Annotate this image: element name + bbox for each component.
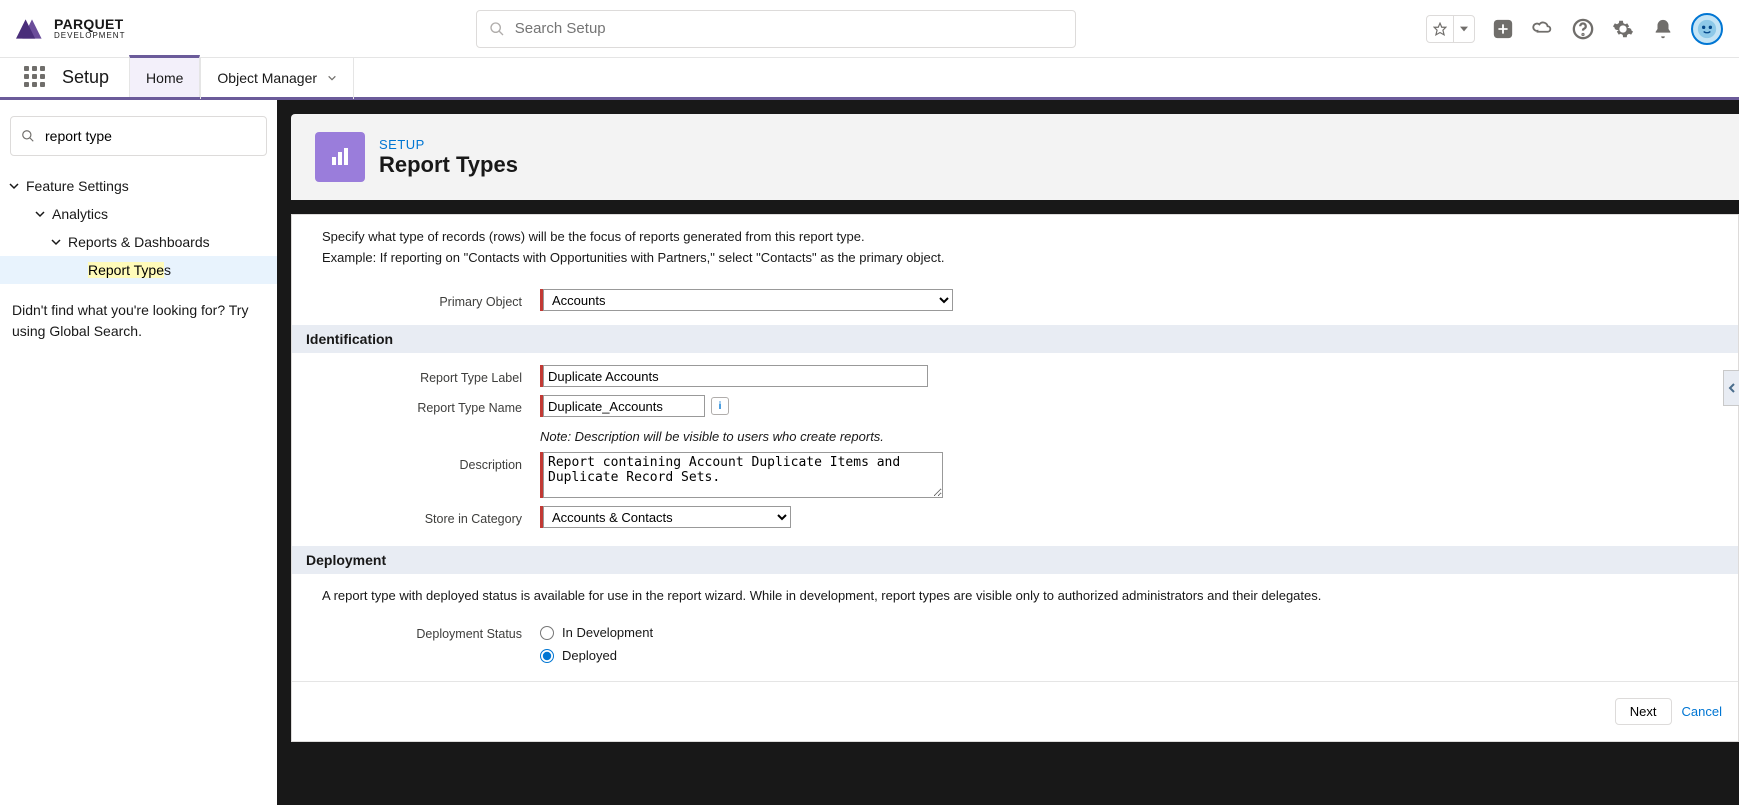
- report-type-form: Specify what type of records (rows) will…: [291, 214, 1739, 742]
- sidebar-item-feature-settings[interactable]: Feature Settings: [0, 172, 277, 200]
- report-icon: [315, 132, 365, 182]
- tab-home[interactable]: Home: [129, 55, 200, 97]
- side-panel-handle[interactable]: [1723, 370, 1739, 406]
- logo-icon: [16, 16, 48, 42]
- description-note: Note: Description will be visible to use…: [540, 425, 884, 444]
- add-button[interactable]: [1491, 17, 1515, 41]
- favorites-dropdown[interactable]: [1426, 15, 1475, 43]
- chevron-down-icon: [8, 180, 20, 192]
- info-icon[interactable]: i: [711, 397, 729, 415]
- search-icon: [21, 129, 35, 143]
- section-identification: Identification: [292, 325, 1738, 353]
- question-icon: [1572, 18, 1594, 40]
- label-primary-object: Primary Object: [322, 289, 540, 309]
- avatar-icon: [1697, 19, 1717, 39]
- description-textarea[interactable]: Report containing Account Duplicate Item…: [543, 452, 943, 498]
- section-deployment: Deployment: [292, 546, 1738, 574]
- sidebar-item-report-types[interactable]: Report Types: [0, 256, 277, 284]
- user-avatar[interactable]: [1691, 13, 1723, 45]
- deployment-text: A report type with deployed status is av…: [292, 574, 1738, 617]
- sidebar-item-analytics[interactable]: Analytics: [0, 200, 277, 228]
- salesforce-help[interactable]: [1531, 17, 1555, 41]
- global-search[interactable]: [476, 10, 1076, 48]
- radio-in-development-input[interactable]: [540, 626, 554, 640]
- setup-sidebar: Feature Settings Analytics Reports & Das…: [0, 100, 277, 805]
- global-search-input[interactable]: [515, 20, 1063, 37]
- next-button[interactable]: Next: [1615, 698, 1672, 725]
- header-actions: [1426, 13, 1723, 45]
- global-header: PARQUET DEVELOPMENT: [0, 0, 1739, 58]
- radio-deployed[interactable]: Deployed: [540, 644, 617, 667]
- label-deployment-status: Deployment Status: [322, 621, 540, 641]
- quick-find-input[interactable]: [45, 128, 256, 144]
- intro-line-2: Example: If reporting on "Contacts with …: [322, 250, 1708, 265]
- notifications-button[interactable]: [1651, 17, 1675, 41]
- radio-deployed-label: Deployed: [562, 648, 617, 663]
- radio-in-development-label: In Development: [562, 625, 653, 640]
- tab-object-manager[interactable]: Object Manager: [200, 57, 354, 99]
- breadcrumb: SETUP: [379, 137, 518, 152]
- chevron-down-icon: [34, 208, 46, 220]
- chevron-left-icon: [1728, 382, 1736, 394]
- sidebar-item-reports-dashboards[interactable]: Reports & Dashboards: [0, 228, 277, 256]
- app-launcher[interactable]: [24, 66, 48, 90]
- label-description: Description: [322, 452, 540, 472]
- sidebar-item-label: Feature Settings: [26, 178, 129, 194]
- cloud-icon: [1532, 18, 1554, 40]
- cancel-link[interactable]: Cancel: [1682, 704, 1722, 719]
- context-nav: Setup Home Object Manager: [0, 58, 1739, 100]
- sidebar-help-text: Didn't find what you're looking for? Try…: [0, 284, 277, 358]
- sidebar-item-label: Analytics: [52, 206, 108, 222]
- intro-line-1: Specify what type of records (rows) will…: [322, 229, 1708, 244]
- star-icon: [1433, 22, 1447, 36]
- label-report-type-label: Report Type Label: [322, 365, 540, 385]
- gear-icon: [1612, 18, 1634, 40]
- help-button[interactable]: [1571, 17, 1595, 41]
- chevron-down-icon: [1460, 25, 1468, 33]
- store-in-category-select[interactable]: Accounts & Contacts: [543, 506, 791, 528]
- report-type-name-input[interactable]: [543, 395, 705, 417]
- primary-object-select[interactable]: Accounts: [543, 289, 953, 311]
- settings-button[interactable]: [1611, 17, 1635, 41]
- brand-name: PARQUET: [54, 17, 125, 31]
- form-footer: Next Cancel: [292, 681, 1738, 741]
- brand-sub: DEVELOPMENT: [54, 31, 125, 40]
- radio-in-development[interactable]: In Development: [540, 621, 653, 644]
- brand-logo: PARQUET DEVELOPMENT: [16, 16, 125, 42]
- report-type-label-input[interactable]: [543, 365, 928, 387]
- quick-find[interactable]: [10, 116, 267, 156]
- sidebar-item-label: Report Types: [88, 262, 171, 278]
- radio-deployed-input[interactable]: [540, 649, 554, 663]
- page-title: Report Types: [379, 152, 518, 178]
- form-intro: Specify what type of records (rows) will…: [292, 215, 1738, 285]
- label-store-in-category: Store in Category: [322, 506, 540, 526]
- chevron-down-icon: [327, 73, 337, 83]
- content-area: SETUP Report Types Specify what type of …: [277, 100, 1739, 805]
- label-report-type-name: Report Type Name: [322, 395, 540, 415]
- page-header: SETUP Report Types: [291, 114, 1739, 200]
- search-icon: [489, 21, 505, 37]
- plus-icon: [1492, 18, 1514, 40]
- tab-object-manager-label: Object Manager: [217, 70, 317, 86]
- chevron-down-icon: [50, 236, 62, 248]
- nav-app-title: Setup: [62, 67, 109, 88]
- bell-icon: [1652, 18, 1674, 40]
- sidebar-item-label: Reports & Dashboards: [68, 234, 210, 250]
